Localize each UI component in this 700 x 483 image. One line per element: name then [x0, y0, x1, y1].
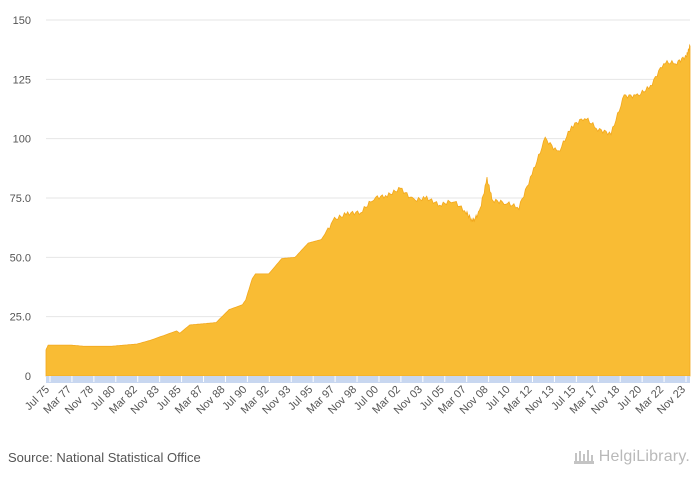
y-tick-label: 25.0 [10, 312, 31, 324]
area-series [45, 43, 691, 377]
x-axis-band [46, 376, 690, 383]
source-note: Source: National Statistical Office [8, 450, 201, 465]
x-axis-band [46, 376, 690, 383]
library-icon [573, 450, 594, 464]
y-tick-label: 125 [13, 74, 31, 86]
y-tick-label: 150 [13, 15, 31, 27]
y-axis: 0 25.0 50.0 75.0 100 125 150 [10, 15, 31, 383]
brand-logo: HelgiLibrary. [573, 448, 690, 466]
area-fill [45, 43, 691, 377]
y-tick-label: 100 [13, 134, 31, 146]
y-tick-label: 0 [25, 371, 31, 383]
area-chart: 0 25.0 50.0 75.0 100 125 150 Jul 75 Mar 77 Nov 7… [10, 15, 691, 417]
brand-name: HelgiLibrary. [598, 448, 690, 465]
y-tick-label: 75.0 [10, 193, 31, 205]
y-tick-label: 50.0 [10, 252, 31, 264]
